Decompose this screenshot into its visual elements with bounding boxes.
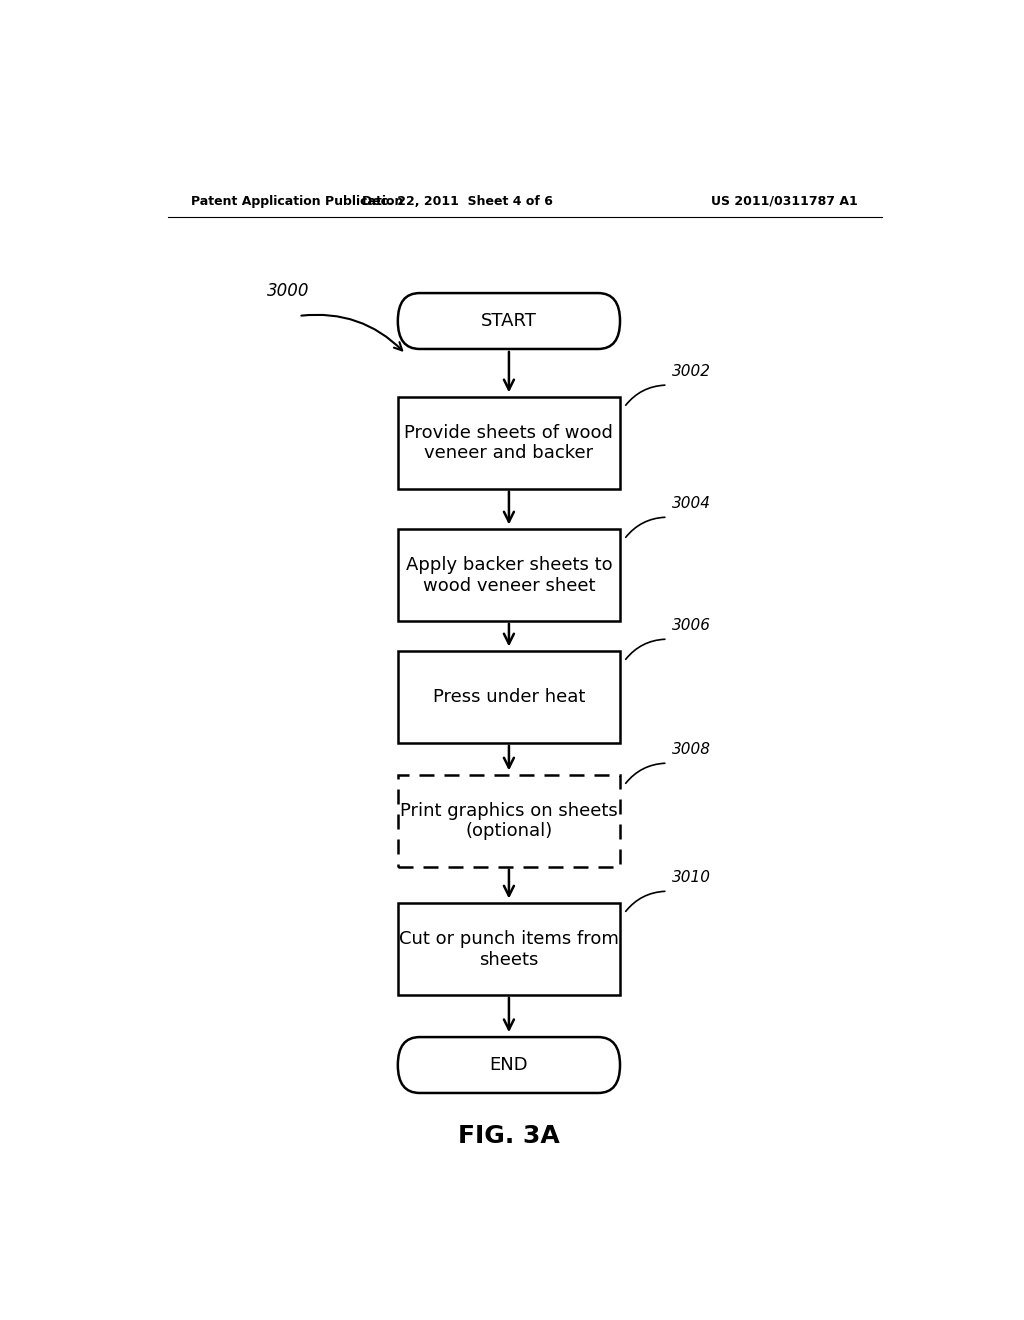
Bar [397, 903, 620, 995]
Text: US 2011/0311787 A1: US 2011/0311787 A1 [712, 194, 858, 207]
Text: END: END [489, 1056, 528, 1074]
Text: Press under heat: Press under heat [433, 688, 585, 706]
Text: START: START [481, 312, 537, 330]
Text: 3006: 3006 [672, 618, 711, 634]
Text: Cut or punch items from
sheets: Cut or punch items from sheets [399, 929, 618, 969]
Text: 3008: 3008 [672, 742, 711, 758]
Text: 3000: 3000 [267, 281, 309, 300]
Text: Provide sheets of wood
veneer and backer: Provide sheets of wood veneer and backer [404, 424, 613, 462]
Text: 3010: 3010 [672, 870, 711, 886]
Text: Dec. 22, 2011  Sheet 4 of 6: Dec. 22, 2011 Sheet 4 of 6 [361, 194, 553, 207]
Bar [397, 529, 620, 620]
Text: Patent Application Publication: Patent Application Publication [191, 194, 403, 207]
Bar [397, 775, 620, 867]
Text: Print graphics on sheets
(optional): Print graphics on sheets (optional) [400, 801, 617, 841]
Bar [397, 651, 620, 743]
Text: Apply backer sheets to
wood veneer sheet: Apply backer sheets to wood veneer sheet [406, 556, 612, 594]
Text: FIG. 3A: FIG. 3A [458, 1125, 560, 1148]
Text: 3002: 3002 [672, 364, 711, 379]
FancyBboxPatch shape [397, 1038, 620, 1093]
Text: 3004: 3004 [672, 496, 711, 511]
FancyBboxPatch shape [397, 293, 620, 348]
Bar [397, 397, 620, 488]
